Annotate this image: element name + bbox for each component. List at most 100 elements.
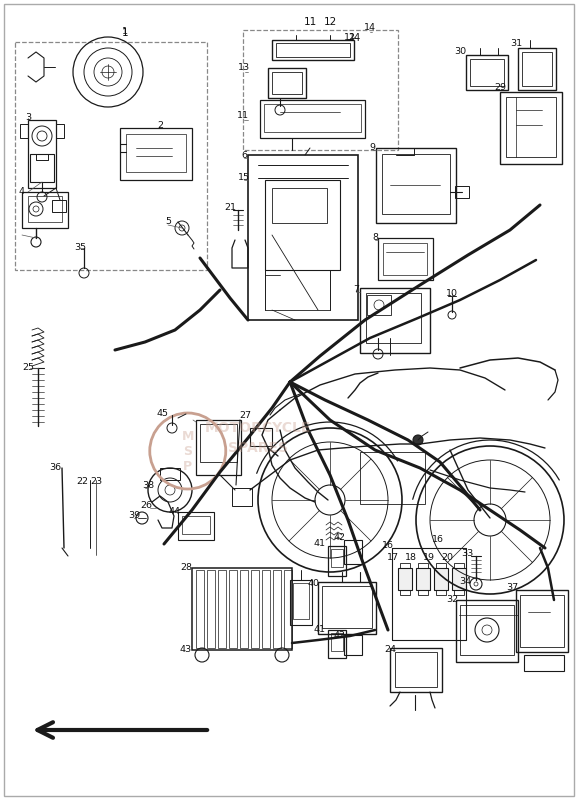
Text: 1: 1 — [122, 28, 128, 38]
Text: 18: 18 — [405, 554, 417, 562]
Text: 27: 27 — [239, 410, 251, 419]
Bar — [506, 97, 556, 157]
Bar — [196, 420, 241, 475]
Text: 20: 20 — [441, 554, 453, 562]
Text: 36: 36 — [49, 462, 61, 471]
Text: 31: 31 — [510, 39, 522, 49]
Bar — [20, 124, 28, 138]
Text: 10: 10 — [446, 289, 458, 298]
Bar — [360, 288, 430, 353]
Text: 22: 22 — [76, 478, 88, 486]
Bar — [322, 586, 372, 628]
Circle shape — [413, 435, 423, 445]
Bar — [248, 155, 358, 320]
Text: MOTORCYCLE: MOTORCYCLE — [205, 421, 311, 435]
Bar — [160, 468, 180, 480]
Text: 1: 1 — [122, 27, 128, 37]
Text: 34: 34 — [459, 578, 471, 586]
Bar — [436, 590, 446, 595]
Text: 12: 12 — [344, 34, 356, 42]
Bar — [366, 293, 421, 343]
Text: 3: 3 — [25, 114, 31, 122]
Text: 30: 30 — [454, 47, 466, 57]
Bar — [455, 186, 469, 198]
Bar — [344, 635, 362, 655]
Text: 19: 19 — [423, 554, 435, 562]
Text: 16: 16 — [432, 535, 444, 545]
Text: 25: 25 — [22, 363, 34, 373]
Text: 42: 42 — [334, 631, 346, 641]
Bar — [28, 196, 62, 222]
Text: 11: 11 — [237, 111, 249, 121]
Text: 8: 8 — [372, 234, 378, 242]
Text: 43: 43 — [180, 646, 192, 654]
Bar — [331, 633, 343, 651]
Bar — [518, 48, 556, 90]
Bar — [218, 570, 226, 648]
Text: 26: 26 — [140, 501, 152, 510]
Text: 23: 23 — [90, 478, 102, 486]
Bar — [15, 42, 207, 270]
Bar — [400, 590, 410, 595]
Bar — [251, 570, 259, 648]
Text: 13: 13 — [238, 63, 250, 73]
Bar — [207, 570, 215, 648]
Bar — [390, 648, 442, 692]
Text: 2: 2 — [157, 122, 163, 130]
Bar — [268, 68, 306, 98]
Text: 7: 7 — [353, 286, 359, 294]
Bar — [232, 488, 252, 506]
Text: 40: 40 — [308, 579, 320, 589]
Text: 17: 17 — [387, 554, 399, 562]
Bar — [466, 55, 508, 90]
Text: 37: 37 — [506, 583, 518, 593]
Bar — [452, 568, 466, 590]
Bar — [436, 563, 446, 568]
Bar — [243, 30, 398, 150]
Bar — [126, 134, 186, 172]
Text: 4: 4 — [19, 187, 25, 197]
Text: 16: 16 — [382, 541, 394, 550]
Text: 6: 6 — [241, 150, 247, 159]
Bar — [52, 200, 66, 212]
Text: 9: 9 — [369, 143, 375, 153]
Bar — [120, 128, 192, 180]
Bar — [456, 600, 518, 662]
Bar — [240, 570, 248, 648]
Bar — [272, 188, 327, 223]
Text: 28: 28 — [180, 563, 192, 573]
Bar — [28, 120, 56, 188]
Text: 42: 42 — [334, 534, 346, 542]
Bar — [378, 238, 433, 280]
Bar — [500, 92, 562, 164]
Bar — [178, 512, 214, 540]
Bar — [382, 154, 450, 214]
Bar — [516, 590, 568, 652]
Bar — [196, 570, 204, 648]
Text: 45: 45 — [157, 409, 169, 418]
Bar — [250, 428, 272, 446]
Bar — [328, 546, 346, 576]
Bar — [331, 549, 343, 567]
Bar — [22, 192, 68, 228]
Bar — [262, 570, 270, 648]
Bar — [200, 424, 237, 462]
Bar — [520, 595, 564, 647]
Bar — [400, 563, 410, 568]
Bar — [264, 104, 361, 132]
Text: 32: 32 — [446, 595, 458, 605]
Text: 39: 39 — [128, 510, 140, 519]
Bar — [293, 583, 309, 619]
Text: 41: 41 — [314, 538, 326, 547]
Bar — [260, 100, 365, 138]
Text: 44: 44 — [169, 507, 181, 517]
Bar — [454, 590, 464, 595]
Bar — [318, 582, 376, 634]
Text: 11: 11 — [303, 17, 317, 27]
Text: 15: 15 — [238, 174, 250, 182]
Bar — [290, 580, 312, 625]
Text: 14: 14 — [349, 33, 361, 43]
Bar — [229, 570, 237, 648]
Text: 24: 24 — [384, 646, 396, 654]
Bar — [418, 590, 428, 595]
